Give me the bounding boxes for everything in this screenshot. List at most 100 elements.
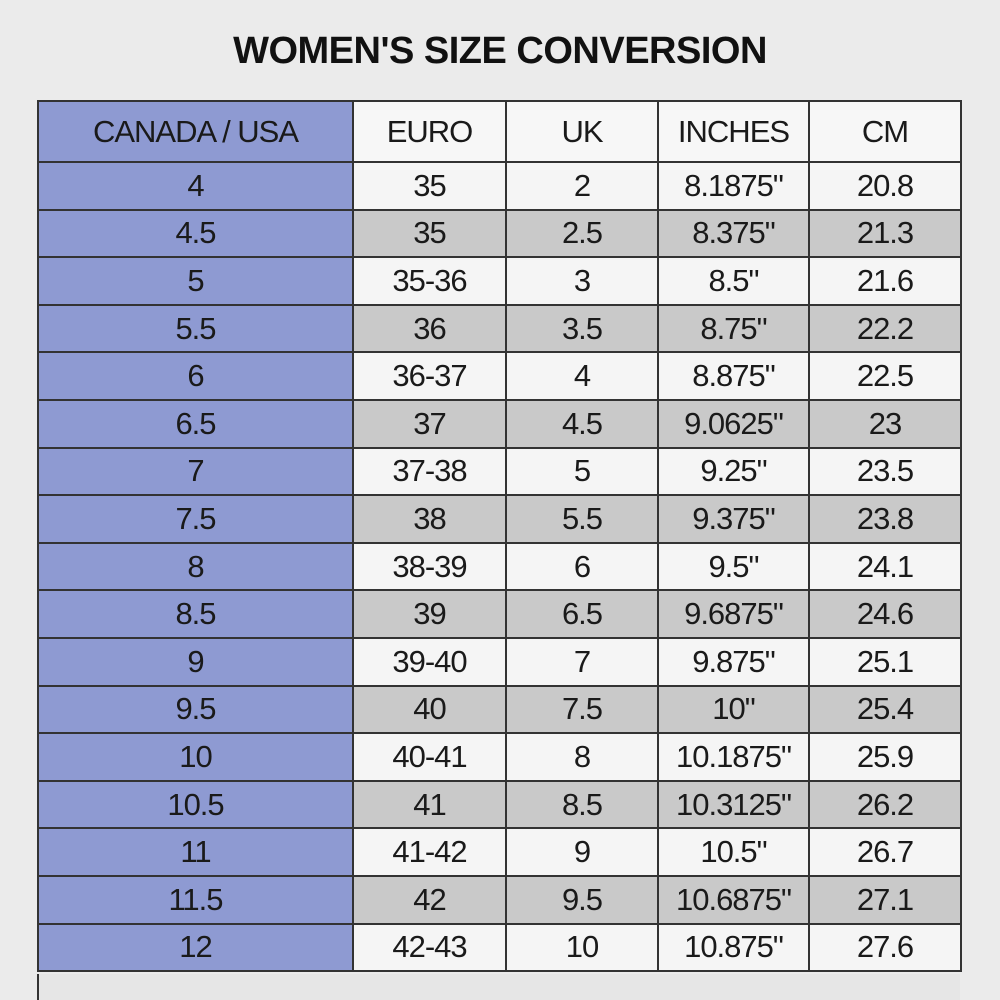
table-cell: 22.2 (808, 303, 962, 354)
table-cell: 8 (505, 732, 659, 782)
table-row: 7.5 38 5.5 9.375" 23.8 (37, 494, 962, 544)
table-row: 4 35 2 8.1875" 20.8 (37, 161, 962, 211)
table-cell: 23.5 (808, 446, 962, 497)
table-cell: 6.5 (37, 398, 354, 449)
table-cell: 8.1875" (657, 161, 810, 211)
table-cell: 6.5 (505, 589, 659, 639)
table-cell: 9 (505, 827, 659, 877)
table-cell: 9.6875" (657, 589, 810, 639)
column-header: CANADA / USA (37, 100, 354, 163)
table-cell: 24.6 (808, 589, 962, 639)
table-cell: 10.875" (657, 922, 810, 973)
column-header: CM (808, 100, 962, 163)
table-cell: 7.5 (505, 684, 659, 735)
table-cell: 40-41 (352, 732, 507, 782)
table-row: 9.5 40 7.5 10" 25.4 (37, 684, 962, 735)
table-cell: 8.5" (657, 256, 810, 306)
table-cell: 35 (352, 208, 507, 259)
table-cell: 40 (352, 684, 507, 735)
table-cell: 23.8 (808, 494, 962, 544)
table-cell: 6 (505, 541, 659, 592)
title: WOMEN'S SIZE CONVERSION (233, 30, 767, 72)
table-row: 12 42-43 10 10.875" 27.6 (37, 922, 962, 973)
table-cell: 3 (505, 256, 659, 306)
table-cell: 10.5" (657, 827, 810, 877)
table-cell: 5.5 (505, 494, 659, 544)
table-cell: 10" (657, 684, 810, 735)
table-cell: 12 (37, 922, 354, 973)
table-cell: 10 (505, 922, 659, 973)
table-edge (37, 974, 960, 1000)
table-cell: 8.875" (657, 351, 810, 401)
size-table: CANADA / USA EURO UK INCHES CM 4 35 2 8.1875" 20… (37, 100, 962, 973)
table-cell: 5 (505, 446, 659, 497)
table-cell: 25.9 (808, 732, 962, 782)
table-cell: 21.3 (808, 208, 962, 259)
table-cell: 38-39 (352, 541, 507, 592)
table-row: 6 36-37 4 8.875" 22.5 (37, 351, 962, 401)
table-cell: 11 (37, 827, 354, 877)
table-cell: 20.8 (808, 161, 962, 211)
table-cell: 26.2 (808, 779, 962, 830)
table-cell: 36 (352, 303, 507, 354)
column-header: UK (505, 100, 659, 163)
table-cell: 10 (37, 732, 354, 782)
table-cell: 10.5 (37, 779, 354, 830)
table-cell: 41-42 (352, 827, 507, 877)
table-row: 8 38-39 6 9.5" 24.1 (37, 541, 962, 592)
table-cell: 37 (352, 398, 507, 449)
table-cell: 8.5 (505, 779, 659, 830)
table-body: 4 35 2 8.1875" 20.8 4.5 35 2.5 8.375" 21.3 5 35-36 3… (37, 161, 962, 973)
table-cell: 6 (37, 351, 354, 401)
table-row: 4.5 35 2.5 8.375" 21.3 (37, 208, 962, 259)
table-cell: 10.3125" (657, 779, 810, 830)
table-cell: 5.5 (37, 303, 354, 354)
table-row: 10 40-41 8 10.1875" 25.9 (37, 732, 962, 782)
table-row: 11.5 42 9.5 10.6875" 27.1 (37, 874, 962, 925)
table-cell: 35 (352, 161, 507, 211)
table-cell: 35-36 (352, 256, 507, 306)
table-cell: 27.6 (808, 922, 962, 973)
table-cell: 22.5 (808, 351, 962, 401)
table-cell: 9.5" (657, 541, 810, 592)
table-cell: 38 (352, 494, 507, 544)
table-cell: 25.1 (808, 636, 962, 687)
table-cell: 9.0625" (657, 398, 810, 449)
table-cell: 9.375" (657, 494, 810, 544)
table-cell: 36-37 (352, 351, 507, 401)
table-row: 7 37-38 5 9.25" 23.5 (37, 446, 962, 497)
table-cell: 7 (505, 636, 659, 687)
table-cell: 26.7 (808, 827, 962, 877)
table-header: CANADA / USA EURO UK INCHES CM (37, 100, 962, 163)
table-cell: 9.5 (505, 874, 659, 925)
table-cell: 42-43 (352, 922, 507, 973)
table-row: 11 41-42 9 10.5" 26.7 (37, 827, 962, 877)
table-cell: 11.5 (37, 874, 354, 925)
table-cell: 4.5 (37, 208, 354, 259)
table-cell: 23 (808, 398, 962, 449)
table-cell: 10.1875" (657, 732, 810, 782)
table-cell: 9.875" (657, 636, 810, 687)
table-cell: 37-38 (352, 446, 507, 497)
table-cell: 24.1 (808, 541, 962, 592)
table-cell: 4 (37, 161, 354, 211)
table-cell: 9 (37, 636, 354, 687)
table-cell: 7 (37, 446, 354, 497)
table-cell: 2 (505, 161, 659, 211)
table-cell: 25.4 (808, 684, 962, 735)
table-row: 8.5 39 6.5 9.6875" 24.6 (37, 589, 962, 639)
table-cell: 9.5 (37, 684, 354, 735)
table-cell: 8.5 (37, 589, 354, 639)
table-cell: 3.5 (505, 303, 659, 354)
table-row: 5 35-36 3 8.5" 21.6 (37, 256, 962, 306)
table-cell: 39 (352, 589, 507, 639)
table-cell: 8.375" (657, 208, 810, 259)
table-cell: 4.5 (505, 398, 659, 449)
table-cell: 5 (37, 256, 354, 306)
column-header: EURO (352, 100, 507, 163)
table-row: 6.5 37 4.5 9.0625" 23 (37, 398, 962, 449)
table-cell: 8.75" (657, 303, 810, 354)
table-row: 9 39-40 7 9.875" 25.1 (37, 636, 962, 687)
column-header: INCHES (657, 100, 810, 163)
